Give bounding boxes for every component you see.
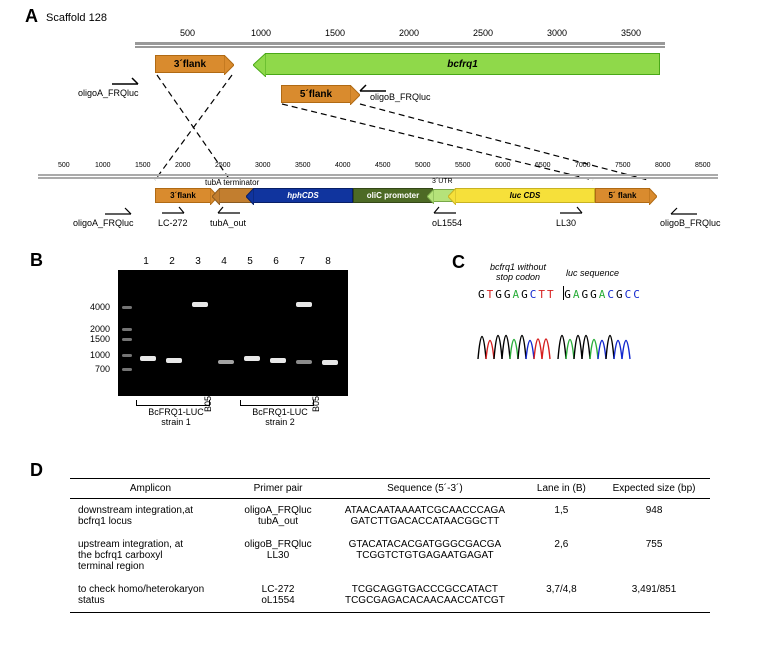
half-arrow-icon	[558, 204, 588, 218]
r1-size: 948	[598, 499, 710, 534]
lc272-label: LC-272	[158, 218, 188, 228]
half-arrow-icon	[110, 75, 144, 89]
tubA-term-label: tubA terminator	[205, 178, 259, 187]
r2-amp: upstream integration, at the bcfrq1 carb…	[70, 533, 231, 578]
construct-5flank-label: 5´ flank	[608, 191, 636, 200]
marker-2000: 2000	[90, 324, 110, 334]
lane3: 3	[188, 256, 208, 267]
top-3-flank: 3´flank	[155, 55, 225, 73]
construct-3flank: 3´flank	[155, 188, 211, 203]
olic-prom: oliC promoter	[353, 188, 433, 203]
seq-divider	[563, 286, 564, 300]
bcfrq1-label: bcfrq1	[447, 59, 478, 70]
r3-lane: 3,7/4,8	[525, 578, 598, 613]
half-arrow-icon	[430, 204, 460, 218]
lane8: 8	[318, 256, 338, 267]
panel-a-label: A	[25, 6, 38, 27]
bracket2	[240, 400, 314, 406]
th-pair: Primer pair	[231, 479, 325, 499]
lane7: 7	[292, 256, 312, 267]
th-size: Expected size (bp)	[598, 479, 710, 499]
luc-cds: luc CDS	[455, 188, 595, 203]
chroma-seq: GTGGAGCTT GAGGACGCC	[478, 288, 642, 301]
LL30-label: LL30	[556, 218, 576, 228]
panel-b-label: B	[30, 250, 43, 271]
half-arrow-icon	[356, 82, 390, 96]
top-ruler-ticks: 500 1000 1500 2000 2500 3000 3500	[135, 28, 665, 44]
r2-seq: GTACATACACGATGGGCGACGA TCGGTCTGTGAGAATGA…	[325, 533, 524, 578]
marker-1000: 1000	[90, 350, 110, 360]
marker-1500: 1500	[90, 334, 110, 344]
r1-pair: oligoA_FRQluc tubA_out	[231, 499, 325, 534]
lane6: 6	[266, 256, 286, 267]
th-seq: Sequence (5´-3´)	[325, 479, 524, 499]
oligoA-bot-label: oligoA_FRQluc	[73, 218, 134, 228]
utr-label: 3´UTR	[432, 178, 453, 185]
half-arrow-icon	[160, 204, 190, 218]
chromatogram	[476, 304, 646, 364]
top-3-flank-label: 3´flank	[174, 59, 206, 70]
lane1: 1	[136, 256, 156, 267]
lane5: 5	[240, 256, 260, 267]
marker-4000: 4000	[90, 302, 110, 312]
b0510b-label: B05.10	[311, 383, 321, 412]
tubAout-label: tubA_out	[210, 218, 246, 228]
half-arrow-icon	[667, 205, 701, 219]
construct-3flank-label: 3´flank	[170, 191, 196, 200]
marker-700: 700	[95, 364, 110, 374]
oL1554-label: oL1554	[432, 218, 462, 228]
th-lane: Lane in (B)	[525, 479, 598, 499]
hph-label: hphCDS	[287, 191, 319, 200]
panel-d-label: D	[30, 460, 43, 481]
bcfrq1-arrow: bcfrq1	[265, 53, 660, 75]
oligoB-bot-label: oligoB_FRQluc	[660, 218, 721, 228]
r1-seq: ATAACAATAAAATCGCAACCCAGA GATCTTGACACCATA…	[325, 499, 524, 534]
r3-amp: to check homo/heterokaryon status	[70, 578, 231, 613]
luc-label: luc CDS	[510, 191, 541, 200]
lane2: 2	[162, 256, 182, 267]
lane4: 4	[214, 256, 234, 267]
primer-table: Amplicon Primer pair Sequence (5´-3´) La…	[70, 478, 710, 613]
oligoA-top-label: oligoA_FRQluc	[78, 88, 139, 98]
r2-size: 755	[598, 533, 710, 578]
r1-lane: 1,5	[525, 499, 598, 534]
scaffold-text: Scaffold 128	[46, 12, 107, 24]
half-arrow-icon	[103, 205, 137, 219]
chroma-right-title: luc sequence	[566, 268, 619, 278]
panel-c-label: C	[452, 252, 465, 273]
r3-pair: LC-272 oL1554	[231, 578, 325, 613]
chroma-left-title: bcfrq1 without stop codon	[478, 262, 558, 282]
top-5-flank: 5´flank	[281, 85, 351, 103]
top-5-flank-label: 5´flank	[300, 89, 332, 100]
r3-size: 3,491/851	[598, 578, 710, 613]
th-amp: Amplicon	[70, 479, 231, 499]
olic-label: oliC promoter	[367, 191, 419, 200]
construct-5flank: 5´ flank	[595, 188, 650, 203]
r2-pair: oligoB_FRQluc LL30	[231, 533, 325, 578]
b0510a-label: B05.10	[203, 383, 213, 412]
half-arrow-icon	[214, 204, 244, 218]
r1-amp: downstream integration,at bcfrq1 locus	[70, 499, 231, 534]
hph-cds: hphCDS	[253, 188, 353, 203]
r3-seq: TCGCAGGTGACCCGCCATACT TCGCGAGACACAACAACC…	[325, 578, 524, 613]
r2-lane: 2,6	[525, 533, 598, 578]
bracket1	[136, 400, 210, 406]
gel-image: 1 2 3 4 5 6 7 8	[118, 270, 348, 396]
